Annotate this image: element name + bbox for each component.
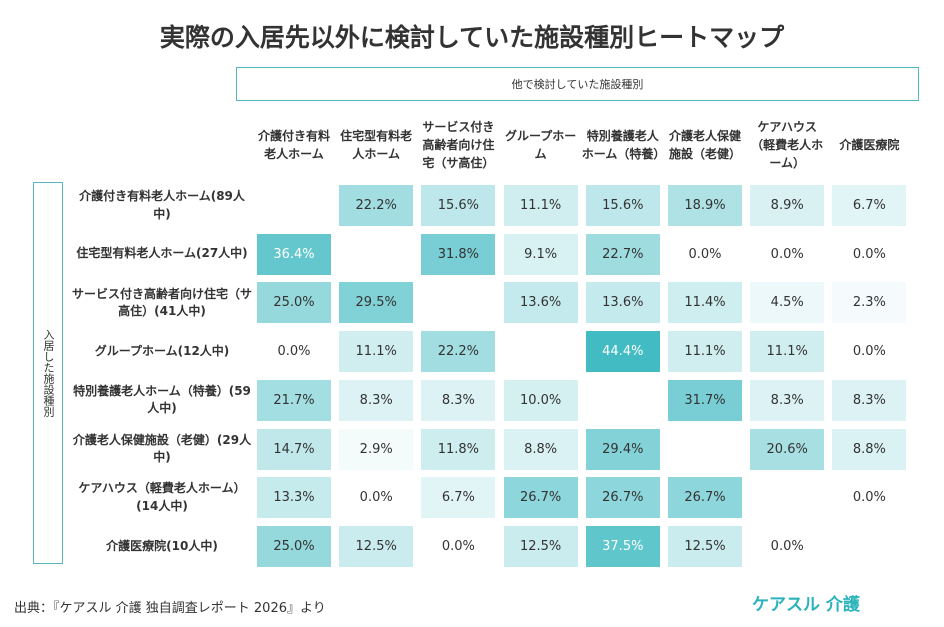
heatmap-cell: 0.0%	[339, 477, 414, 519]
row-header: 住宅型有料老人ホーム(27人中)	[76, 246, 248, 261]
heatmap-cell: 26.7%	[503, 477, 578, 519]
column-header: 住宅型有料老人ホーム	[340, 129, 413, 161]
heatmap-cell: 13.6%	[503, 282, 578, 324]
heatmap-cell: 29.5%	[339, 282, 414, 324]
heatmap-cell: 0.0%	[750, 233, 825, 275]
column-header: 介護老人保健施設（老健）	[668, 129, 741, 161]
heatmap-cell: 6.7%	[832, 185, 907, 226]
heatmap-cell: 14.7%	[257, 428, 331, 470]
heatmap-cell: 11.8%	[421, 428, 496, 470]
heatmap-cell: 15.6%	[585, 185, 660, 226]
heatmap-cell: 12.5%	[339, 525, 414, 567]
heatmap-cell: 31.8%	[421, 233, 496, 275]
heatmap-cell: 31.7%	[668, 379, 742, 421]
heatmap-cell: 11.1%	[668, 331, 742, 373]
heatmap-cell: 37.5%	[585, 525, 660, 567]
heatmap-cell: 13.6%	[585, 282, 660, 324]
heatmap-cell: 2.9%	[339, 428, 414, 470]
heatmap-cell: 0.0%	[832, 233, 907, 275]
x-axis-label: 他で検討していた施設種別	[236, 67, 919, 101]
column-header: サービス付き高齢者向け住宅（サ高住）	[422, 120, 495, 170]
row-header: サービス付き高齢者向け住宅（サ高住）(41人中)	[72, 286, 253, 318]
heatmap-cell: 0.0%	[257, 331, 331, 373]
heatmap-cell: 36.4%	[257, 233, 331, 275]
heatmap-cell: 11.1%	[339, 331, 414, 373]
chart-title: 実際の入居先以外に検討していた施設種別ヒートマップ	[159, 23, 785, 52]
heatmap-cell: 13.3%	[257, 477, 331, 519]
heatmap-cell: 22.7%	[585, 233, 660, 275]
heatmap-cell: 11.1%	[503, 185, 578, 226]
heatmap-cell: 20.6%	[750, 428, 825, 470]
heatmap-cell: 12.5%	[668, 525, 742, 567]
heatmap-cell: 0.0%	[832, 477, 907, 519]
heatmap-cell: 25.0%	[257, 525, 331, 567]
column-header: 介護付き有料老人ホーム	[257, 129, 330, 161]
heatmap-cell: 22.2%	[421, 331, 496, 373]
column-header: 特別養護老人ホーム（特養）	[581, 129, 666, 161]
heatmap-cell: 9.1%	[503, 233, 578, 275]
column-header: ケアハウス（軽費老人ホーム）	[751, 120, 824, 170]
heatmap-cell: 15.6%	[421, 185, 496, 226]
heatmap-cell: 44.4%	[585, 331, 660, 373]
heatmap-cell: 10.0%	[503, 379, 578, 421]
y-axis-label: 入居した施設種別	[33, 182, 63, 564]
row-header: ケアハウス（軽費老人ホーム）(14人中)	[78, 481, 246, 513]
heatmap-cell: 18.9%	[668, 185, 742, 226]
heatmap-cell: 8.8%	[503, 428, 578, 470]
heatmap-cell: 0.0%	[832, 331, 907, 373]
heatmap-cell: 25.0%	[257, 282, 331, 324]
heatmap-cell: 11.1%	[750, 331, 825, 373]
row-header: グループホーム(12人中)	[94, 343, 230, 358]
heatmap-cell: 0.0%	[421, 525, 496, 567]
heatmap-cell: 8.3%	[339, 379, 414, 421]
heatmap-cell: 6.7%	[421, 477, 496, 519]
heatmap-cell: 4.5%	[750, 282, 825, 324]
logo: ケアスル 介護	[752, 595, 860, 615]
row-header: 介護付き有料老人ホーム(89人中)	[79, 189, 245, 221]
heatmap-cell: 8.3%	[750, 379, 825, 421]
heatmap-cell: 21.7%	[257, 379, 331, 421]
column-header: 介護医療院	[839, 138, 900, 152]
heatmap-cell: 8.3%	[832, 379, 907, 421]
row-header: 介護医療院(10人中)	[106, 538, 218, 553]
heatmap-cell: 26.7%	[668, 477, 742, 519]
heatmap-cell: 12.5%	[503, 525, 578, 567]
heatmap-cell: 0.0%	[750, 525, 825, 567]
source: 出典：『ケアスル 介護 独自調査レポート 2026』より	[14, 601, 326, 616]
heatmap-cell: 8.8%	[832, 428, 907, 470]
heatmap-cell: 11.4%	[668, 282, 742, 324]
heatmap-cell: 2.3%	[832, 282, 907, 324]
heatmap-cell: 0.0%	[668, 233, 742, 275]
column-header: グループホーム	[504, 129, 577, 161]
row-header: 介護老人保健施設（老健）(29人中)	[72, 432, 252, 464]
heatmap-cell: 8.9%	[750, 185, 825, 226]
heatmap-cell: 29.4%	[585, 428, 660, 470]
heatmap-cell: 26.7%	[585, 477, 660, 519]
heatmap-cell: 22.2%	[339, 185, 414, 226]
heatmap-cell: 8.3%	[421, 379, 496, 421]
row-header: 特別養護老人ホーム（特養）(59人中)	[73, 383, 251, 416]
